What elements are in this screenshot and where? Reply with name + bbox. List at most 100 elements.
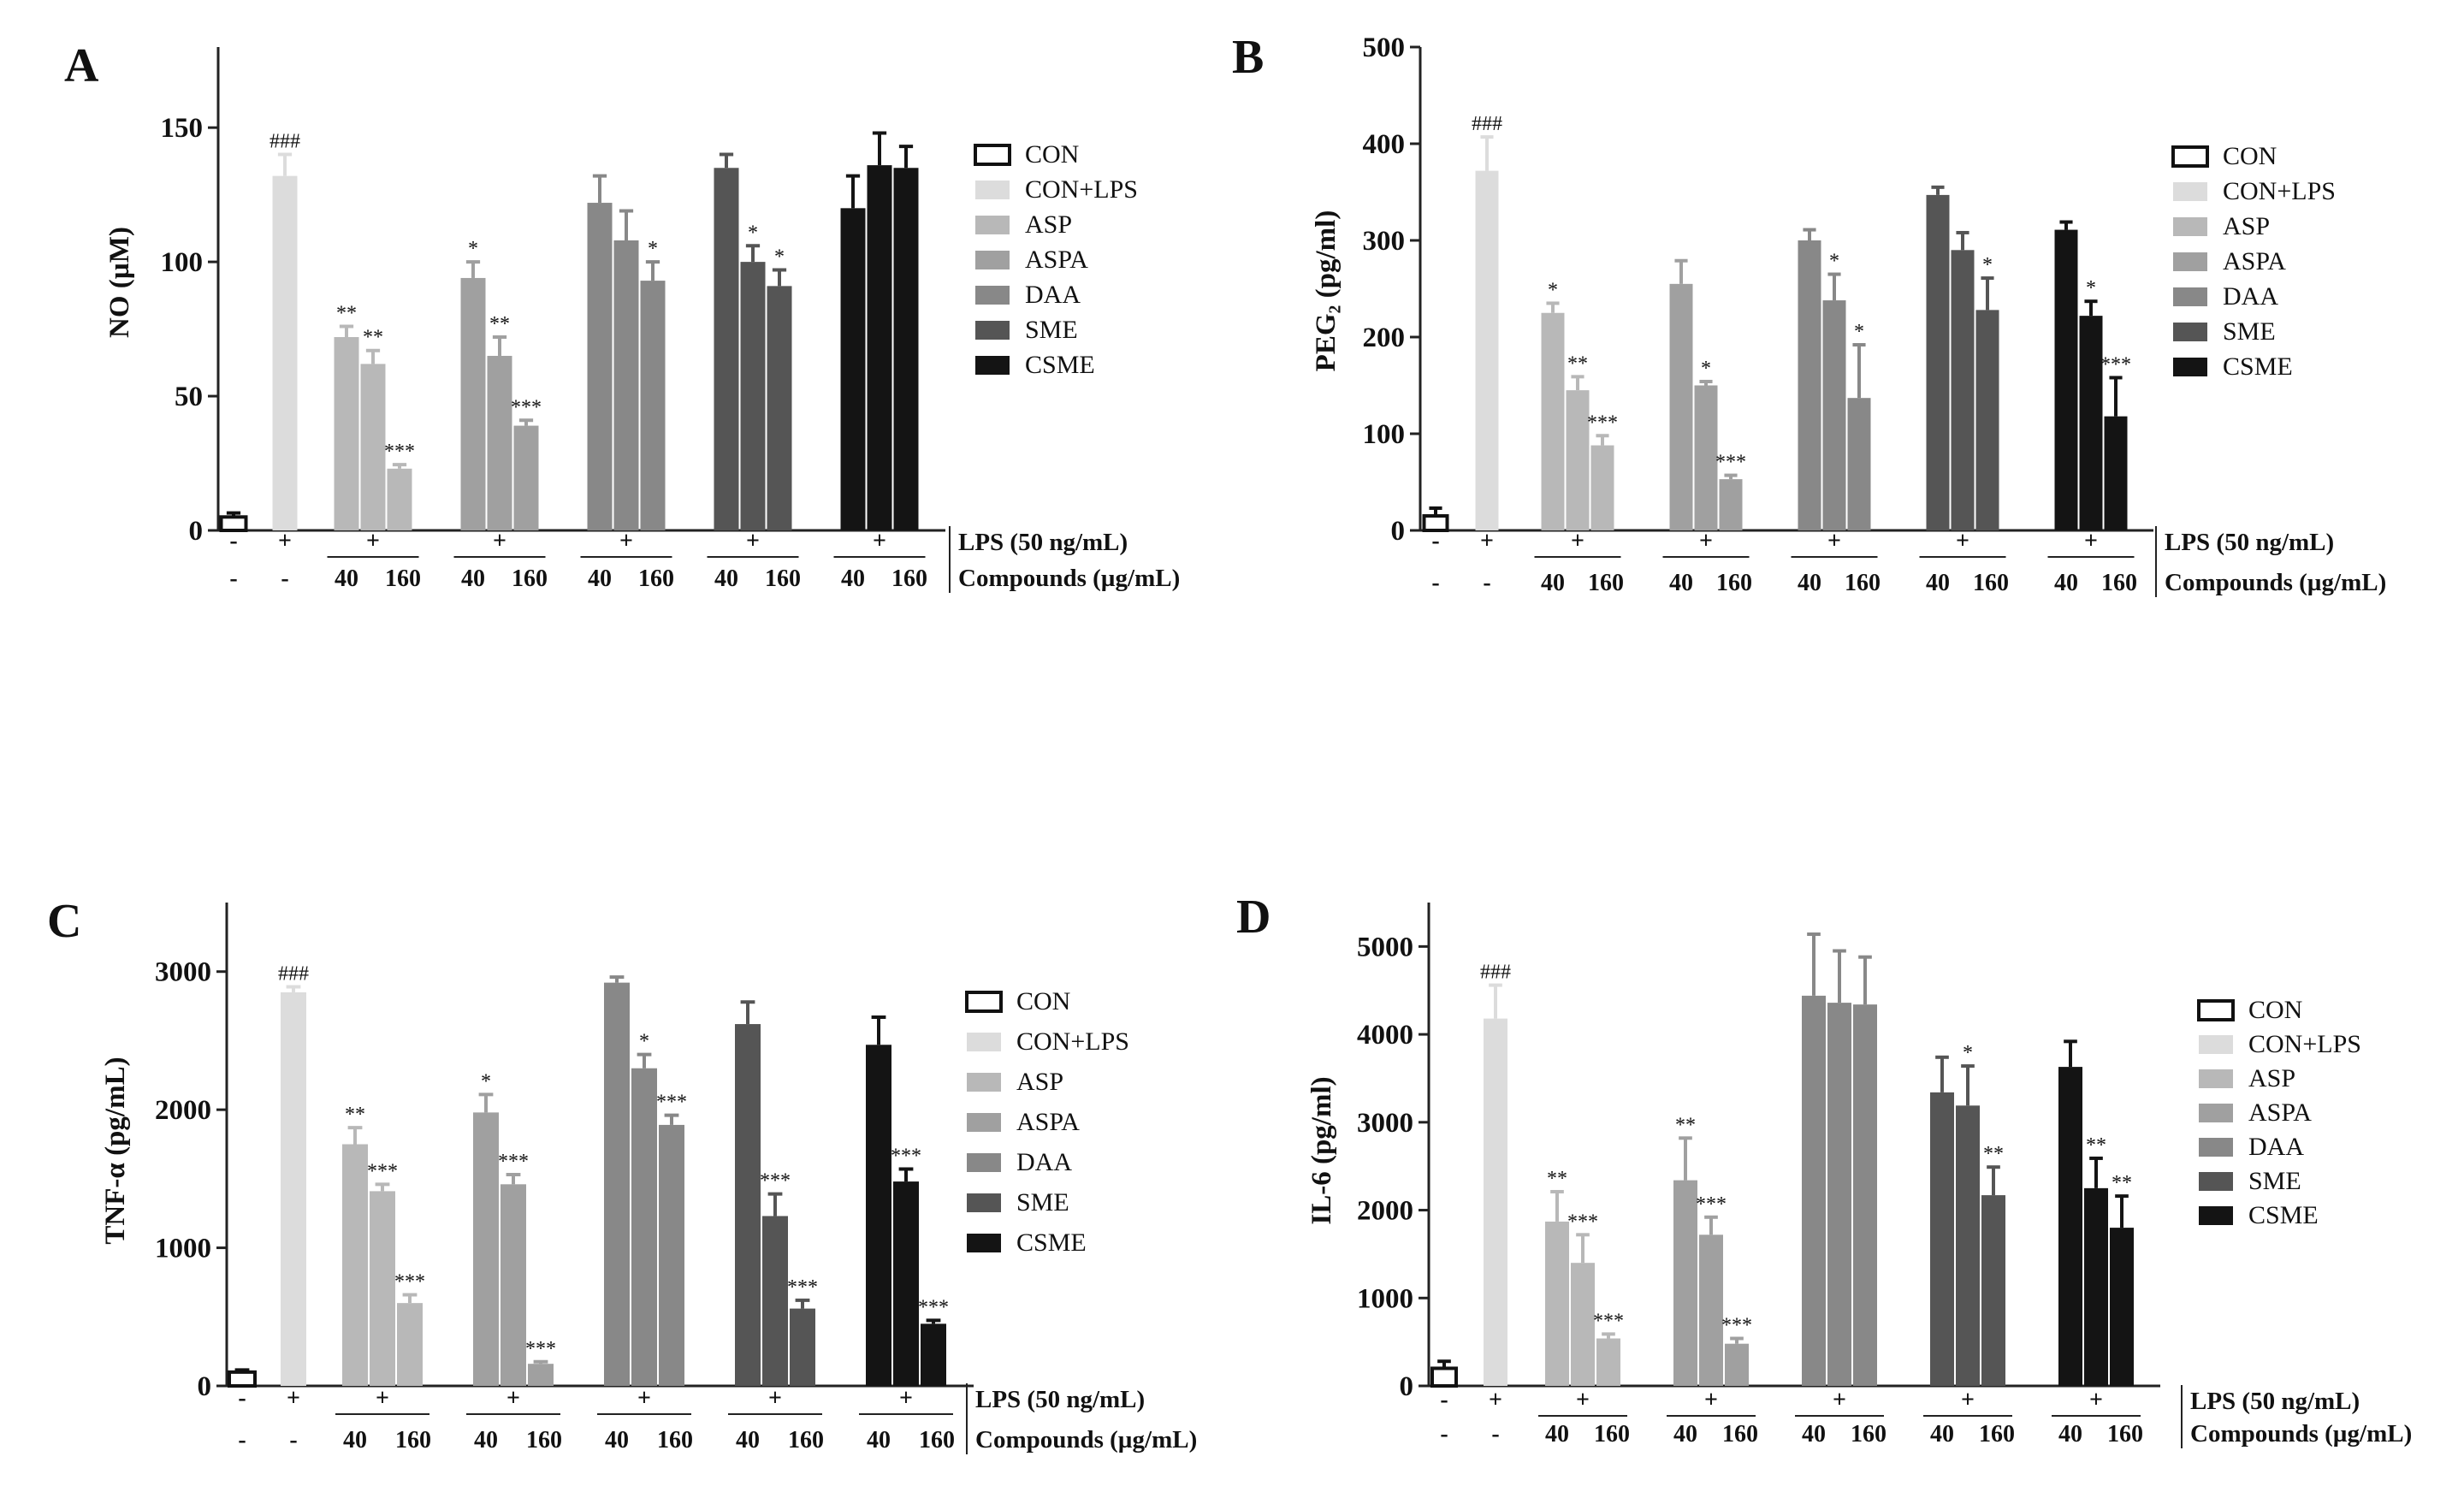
significance-label: * [748,222,758,244]
y-tick-label: 0 [189,516,204,547]
dose-high: 160 [1594,1421,1630,1448]
lps-minus: - [238,1385,246,1412]
legend-swatch [2171,145,2209,168]
legend-swatch [2173,252,2207,271]
bar-con [1422,514,1449,532]
bar-con [1430,1366,1458,1388]
significance-label: *** [760,1170,791,1193]
bar-csme [840,208,866,531]
significance-label: *** [384,441,415,463]
bar-daa [1827,1003,1851,1386]
lps-plus: + [1956,528,1969,554]
lps-minus: - [229,528,237,554]
significance-label: *** [1567,1211,1598,1233]
dose-high: 160 [1716,570,1752,596]
bar-asp [360,364,386,530]
legend-label: CON [2223,142,2277,170]
significance-label: ** [489,313,510,335]
legend-label: ASP [2223,212,2270,240]
bar-sme [714,168,739,530]
dose-low: 40 [474,1427,498,1453]
compound-minus: - [1491,1421,1499,1448]
compound-minus: - [238,1427,246,1453]
dose-high: 160 [891,565,927,592]
lps-label: LPS (50 ng/mL) [958,529,1128,556]
lps-label: LPS (50 ng/mL) [2190,1388,2360,1415]
lps-plus: + [1699,528,1713,554]
bar-daa [640,281,666,530]
dose-high: 160 [1979,1421,2015,1448]
y-tick-label: 0 [1400,1371,1414,1402]
bar-aspa [487,355,512,530]
lps-label: LPS (50 ng/mL) [975,1386,1145,1413]
significance-label: * [1701,358,1711,380]
bar-csme [2110,1228,2134,1386]
legend-label: ASP [1016,1068,1063,1096]
bar-asp [1590,445,1614,530]
dose-low: 40 [1798,570,1821,596]
significance-label: * [1548,279,1558,301]
lps-plus: + [2084,528,2098,554]
bar-daa [631,1068,657,1386]
legend-swatch [2173,217,2207,236]
significance-label: ** [1675,1114,1696,1136]
bar-asp [342,1144,368,1386]
dose-high: 160 [512,565,548,592]
y-tick-label: 300 [1363,226,1406,257]
bar-sme [1951,250,1975,530]
legend-label: DAA [2248,1133,2304,1161]
significance-label: ** [363,327,383,349]
significance-label: *** [498,1151,529,1173]
significance-label: *** [394,1270,425,1293]
significance-label: * [468,238,478,260]
bar-con-lps [1475,170,1499,530]
significance-label: *** [787,1276,818,1299]
legend-label: SME [1025,316,1078,344]
legend-label: CON+LPS [2248,1030,2361,1058]
significance-label: *** [1715,452,1746,474]
compound-minus: - [1431,570,1439,596]
significance-label: *** [525,1338,556,1360]
dose-low: 40 [461,565,485,592]
bar-aspa [1669,283,1693,530]
bar-asp [387,468,412,530]
legend-swatch [967,1153,1001,1172]
legend-swatch [967,1193,1001,1212]
lps-plus: + [899,1385,913,1412]
bar-csme [893,1181,919,1386]
significance-label: ### [270,131,300,153]
y-tick-label: 400 [1363,129,1406,160]
dose-low: 40 [1802,1421,1826,1448]
bar-csme [2058,1067,2082,1386]
bar-daa [659,1124,684,1386]
legend-label: SME [1016,1188,1069,1217]
dose-low: 40 [588,565,612,592]
bar-aspa [1719,479,1743,530]
y-axis-label: IL-6 (pg/ml) [1306,1076,1337,1224]
lps-plus: + [1833,1387,1846,1413]
legend-label: ASPA [2223,247,2286,275]
lps-plus: + [768,1385,782,1412]
bar-csme [893,168,919,530]
significance-label: * [1982,254,1993,276]
significance-label: * [481,1070,491,1092]
lps-plus: + [1576,1387,1590,1413]
panel-letter: B [1232,31,1264,84]
significance-label: *** [511,396,542,418]
bar-con-lps [272,175,298,530]
legend-label: SME [2223,317,2276,346]
bar-aspa [460,277,486,530]
y-tick-label: 3000 [1357,1108,1413,1139]
bar-daa [1847,398,1871,530]
compound-minus: - [289,1427,297,1453]
legend-swatch [967,1234,1001,1252]
legend-label: CON [2248,996,2302,1024]
dose-low: 40 [841,565,865,592]
bar-aspa [1725,1343,1749,1386]
bar-con [219,515,248,532]
bar-daa [1853,1004,1877,1386]
y-tick-label: 100 [161,247,204,278]
legend-label: ASPA [1016,1108,1080,1136]
bar-daa [604,982,630,1386]
legend-swatch [975,286,1010,305]
